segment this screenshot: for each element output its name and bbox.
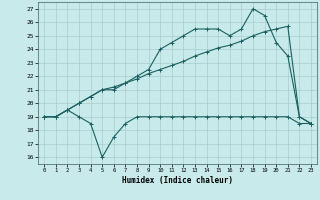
X-axis label: Humidex (Indice chaleur): Humidex (Indice chaleur): [122, 176, 233, 185]
